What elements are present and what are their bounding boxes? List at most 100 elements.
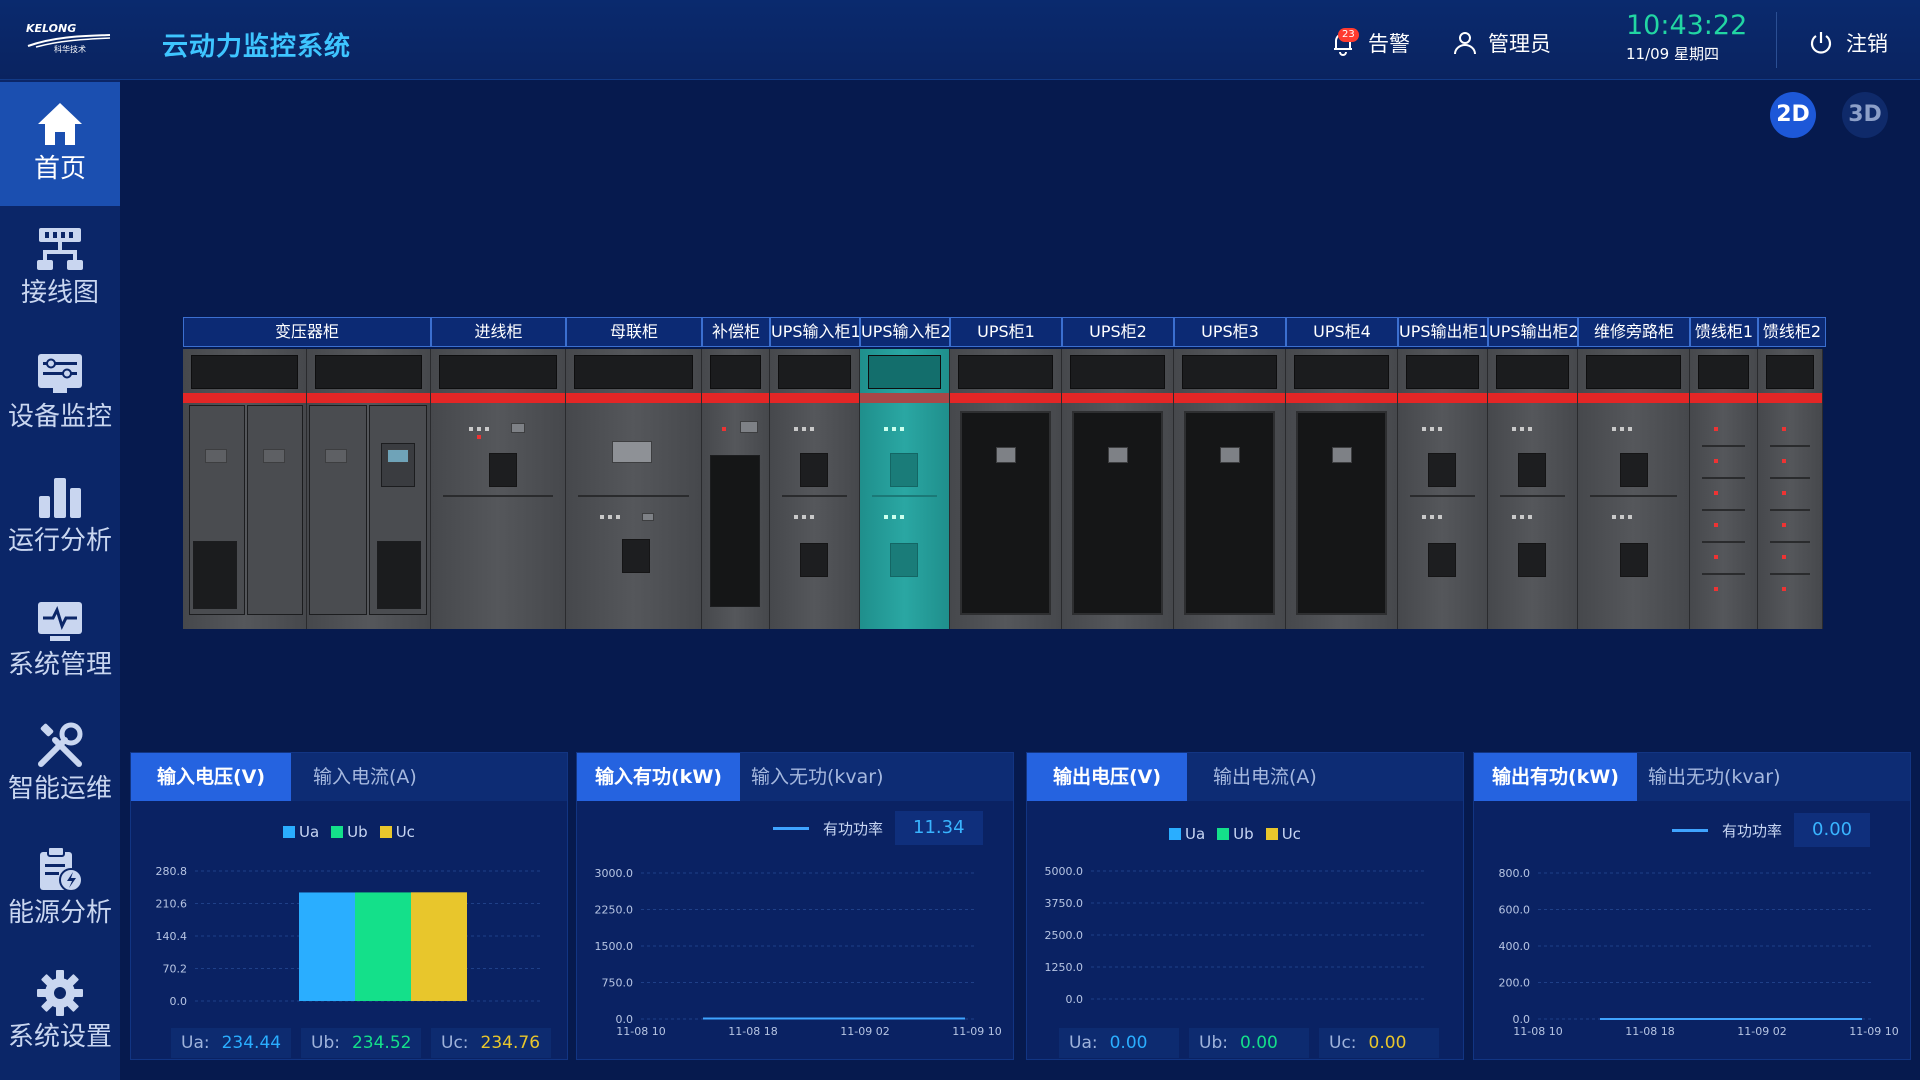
bell-icon: 23 (1330, 28, 1359, 56)
cabinet-ups-1[interactable] (950, 349, 1062, 629)
view-3d-button[interactable]: 3D (1842, 92, 1888, 138)
legend-swatch-ua (283, 826, 295, 838)
cabinet-label-ups-input-1[interactable]: UPS输入柜1 (770, 317, 860, 347)
chart-legend: Ua Ub Uc (271, 823, 415, 841)
cabinet-ups-output-2[interactable] (1488, 349, 1578, 629)
logout-button[interactable]: 注销 (1808, 28, 1888, 58)
cabinet-feeder-1[interactable] (1690, 349, 1758, 629)
y-tick-label: 140.4 (156, 930, 188, 943)
sidebar-item-label: 首页 (33, 154, 86, 184)
logo-swoosh-icon (27, 34, 111, 48)
alarm-label: 告警 (1368, 32, 1410, 56)
device-monitor-icon (38, 354, 82, 393)
cabinet-bus-tie[interactable] (566, 349, 702, 629)
bar-ua (299, 892, 355, 1001)
active-power-value: 11.34 (895, 811, 983, 845)
cabinet-maintenance-bypass[interactable] (1578, 349, 1690, 629)
readout-ub: Ub: 234.52 (301, 1028, 421, 1058)
y-tick-label: 200.0 (1499, 977, 1531, 990)
monitor-pulse-icon (38, 602, 82, 641)
user-menu[interactable]: 管理员 (1452, 28, 1551, 58)
panel-tabs: 输出电压(V) 输出电流(A) (1027, 753, 1463, 801)
cabinet-label-bus-tie[interactable]: 母联柜 (566, 317, 702, 347)
cabinet-transformer-b[interactable] (307, 349, 431, 629)
clock: 10:43:22 11/09 星期四 (1626, 10, 1747, 64)
clock-date: 11/09 星期四 (1626, 45, 1719, 63)
cabinet-label-transformer[interactable]: 变压器柜 (183, 317, 431, 347)
user-label: 管理员 (1488, 32, 1551, 56)
output-active-power-panel: 输出有功(kW) 输出无功(kvar) 有功功率 0.00 0.0 200.0 40… (1473, 752, 1911, 1060)
x-tick-label: 11-08 18 (728, 1025, 777, 1038)
y-tick-label: 400.0 (1499, 940, 1531, 953)
cabinet-ups-input-1[interactable] (770, 349, 860, 629)
top-header: KELONG 科华技术 云动力监控系统 23 告警 管理员 10:43:22 1… (0, 0, 1920, 80)
view-2d-button[interactable]: 2D (1770, 92, 1816, 138)
tab-output-voltage[interactable]: 输出电压(V) (1027, 753, 1188, 801)
tab-input-current[interactable]: 输入电流(A) (313, 766, 417, 788)
sidebar-item-settings[interactable]: 系统设置 (0, 950, 120, 1074)
legend-uc: Uc (395, 823, 415, 841)
sidebar-item-system-management[interactable]: 系统管理 (0, 578, 120, 702)
tab-input-reactive-power[interactable]: 输入无功(kvar) (751, 766, 884, 788)
cabinet-label-incoming[interactable]: 进线柜 (431, 317, 566, 347)
tab-input-active-power[interactable]: 输入有功(kW) (577, 753, 740, 801)
cabinet-ups-3[interactable] (1174, 349, 1286, 629)
cabinet-ups-input-2[interactable] (860, 349, 950, 629)
y-tick-label: 1250.0 (1045, 961, 1084, 974)
bar-ub (355, 892, 411, 1001)
cabinet-label-feeder-2[interactable]: 馈线柜2 (1758, 317, 1826, 347)
chart-svg: 0.0 70.2 140.4 210.6 280.8 (156, 865, 541, 1008)
sidebar-item-device-monitor[interactable]: 设备监控 (0, 330, 120, 454)
x-tick-label: 11-08 10 (616, 1025, 665, 1038)
sidebar-item-energy-analysis[interactable]: 能源分析 (0, 826, 120, 950)
panel-tabs: 输出有功(kW) 输出无功(kvar) (1474, 753, 1910, 801)
cabinet-label-ups-output-1[interactable]: UPS输出柜1 (1398, 317, 1488, 347)
cabinet-label-ups-input-2[interactable]: UPS输入柜2 (860, 317, 950, 347)
cabinet-incoming[interactable] (431, 349, 566, 629)
cabinet-transformer-a[interactable] (183, 349, 307, 629)
legend-swatch-ub (1217, 828, 1230, 840)
cabinet-label-ups-1[interactable]: UPS柜1 (950, 317, 1062, 347)
legend-ua: Ua (1185, 825, 1206, 843)
tab-input-voltage[interactable]: 输入电压(V) (131, 753, 292, 801)
y-tick-label: 2500.0 (1045, 929, 1084, 942)
legend-ub: Ub (1233, 825, 1254, 843)
sidebar-nav: 首页 接线图 设备监控 运行分析 (0, 80, 120, 1080)
sidebar-item-smart-maintenance[interactable]: 智能运维 (0, 702, 120, 826)
tab-output-reactive-power[interactable]: 输出无功(kvar) (1648, 766, 1781, 788)
cabinet-label-ups-output-2[interactable]: UPS输出柜2 (1488, 317, 1578, 347)
legend-swatch-ub (331, 826, 344, 838)
panel-tabs: 输入电压(V) 输入电流(A) (131, 753, 567, 801)
y-tick-label: 5000.0 (1045, 865, 1084, 878)
sidebar-item-label: 设备监控 (7, 402, 112, 432)
sidebar-item-label: 智能运维 (7, 774, 112, 804)
sidebar-item-run-analysis[interactable]: 运行分析 (0, 454, 120, 578)
cabinet-ups-output-1[interactable] (1398, 349, 1488, 629)
cabinet-compensation[interactable] (702, 349, 770, 629)
x-tick-label: 11-08 18 (1625, 1025, 1674, 1038)
chart-legend: 有功功率 0.00 (1672, 813, 1871, 847)
alarm-button[interactable]: 23 告警 (1330, 28, 1410, 58)
tab-output-active-power[interactable]: 输出有功(kW) (1474, 753, 1637, 801)
cabinet-label-compensation[interactable]: 补偿柜 (702, 317, 770, 347)
cabinet-label-ups-3[interactable]: UPS柜3 (1174, 317, 1286, 347)
bar-chart-icon (39, 478, 81, 518)
y-tick-label: 1500.0 (595, 940, 634, 953)
cabinet-label-ups-4[interactable]: UPS柜4 (1286, 317, 1398, 347)
cabinet-label-feeder-1[interactable]: 馈线柜1 (1690, 317, 1758, 347)
y-tick-label: 210.6 (156, 898, 188, 911)
power-icon (1810, 32, 1832, 54)
input-active-power-panel: 输入有功(kW) 输入无功(kvar) 有功功率 11.34 0.0 750.0 1… (576, 752, 1014, 1060)
cabinet-ups-4[interactable] (1286, 349, 1398, 629)
cabinet-feeder-2[interactable] (1758, 349, 1823, 629)
chart-svg: 0.0 750.0 1500.0 2250.0 3000.0 11-08 10 11-08 … (595, 867, 1002, 1038)
sidebar-item-wiring[interactable]: 接线图 (0, 206, 120, 330)
cabinet-label-maintenance-bypass[interactable]: 维修旁路柜 (1578, 317, 1690, 347)
cabinet-label-ups-2[interactable]: UPS柜2 (1062, 317, 1174, 347)
y-tick-label: 600.0 (1499, 904, 1531, 917)
y-tick-label: 800.0 (1499, 867, 1531, 880)
sidebar-item-home[interactable]: 首页 (0, 82, 120, 206)
tab-output-current[interactable]: 输出电流(A) (1213, 766, 1317, 788)
chart-svg: 0.0 1250.0 2500.0 3750.0 5000.0 (1045, 865, 1427, 1006)
cabinet-ups-2[interactable] (1062, 349, 1174, 629)
